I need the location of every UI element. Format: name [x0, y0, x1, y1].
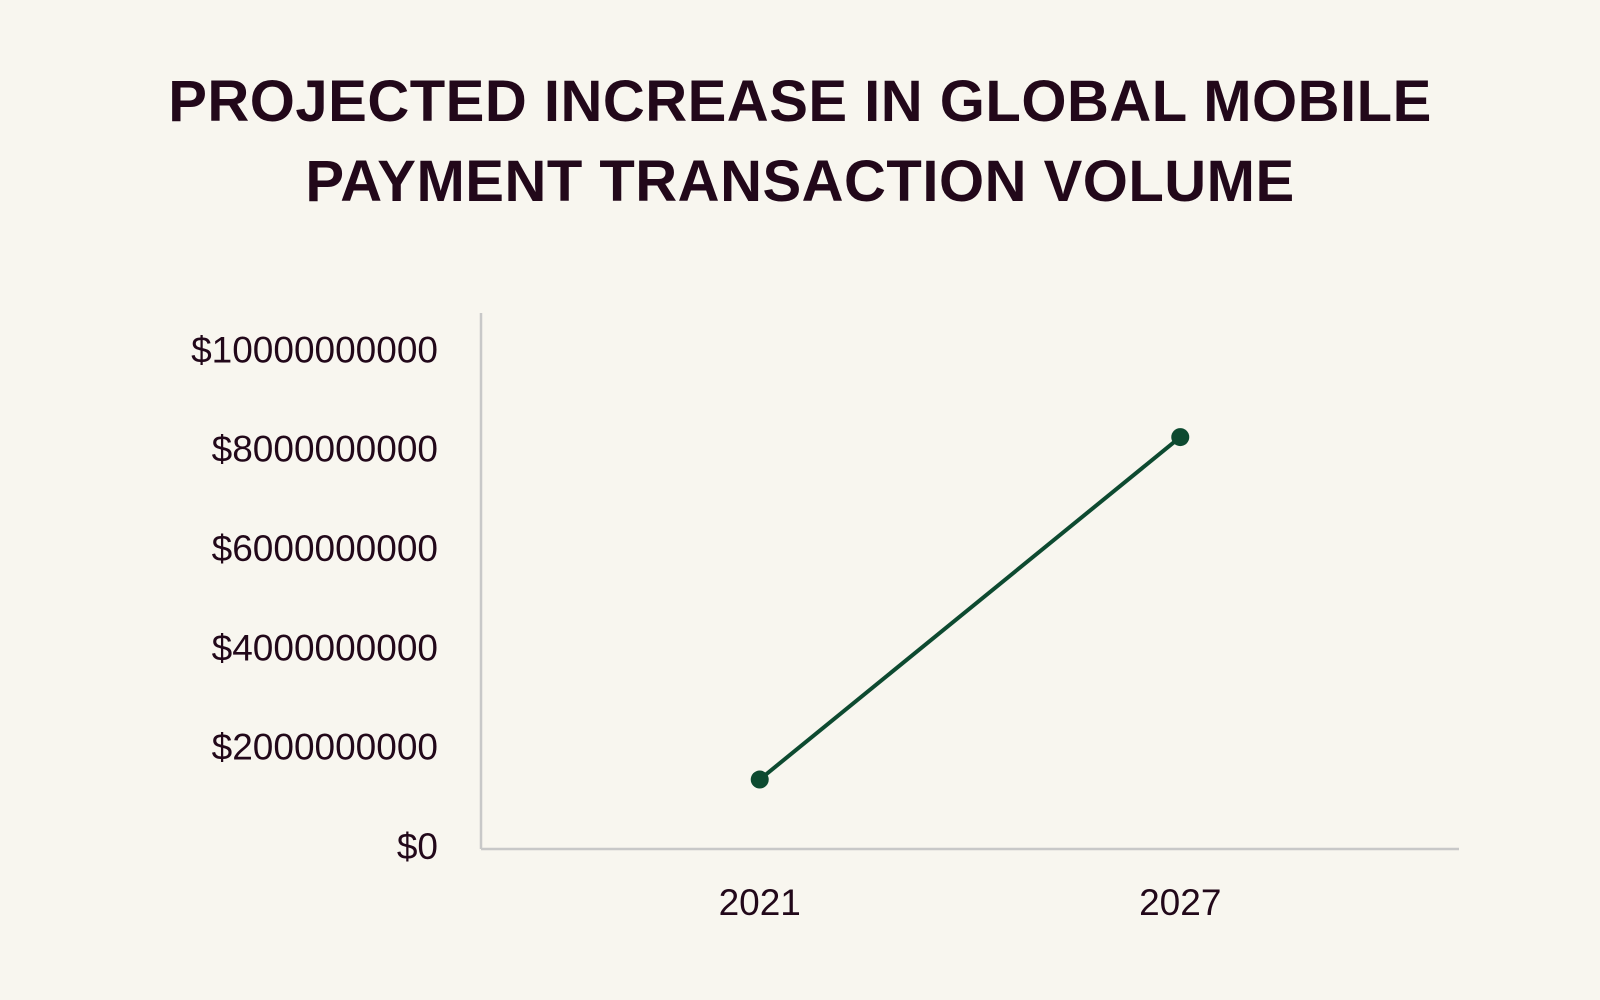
y-tick-label: $8000000000	[212, 429, 438, 470]
data-line	[758, 435, 1182, 782]
x-tick-label: 2021	[719, 882, 801, 923]
x-tick-label: 2027	[1139, 882, 1221, 923]
data-point	[750, 770, 769, 789]
y-tick-label: $10000000000	[191, 329, 438, 370]
y-tick-label: $4000000000	[212, 627, 438, 668]
data-point	[1171, 428, 1190, 447]
chart-title: PROJECTED INCREASE IN GLOBAL MOBILE PAYM…	[168, 69, 1432, 214]
y-tick-label: $6000000000	[212, 528, 438, 569]
y-tick-label: $0	[397, 826, 438, 867]
y-tick-label: $2000000000	[212, 727, 438, 768]
